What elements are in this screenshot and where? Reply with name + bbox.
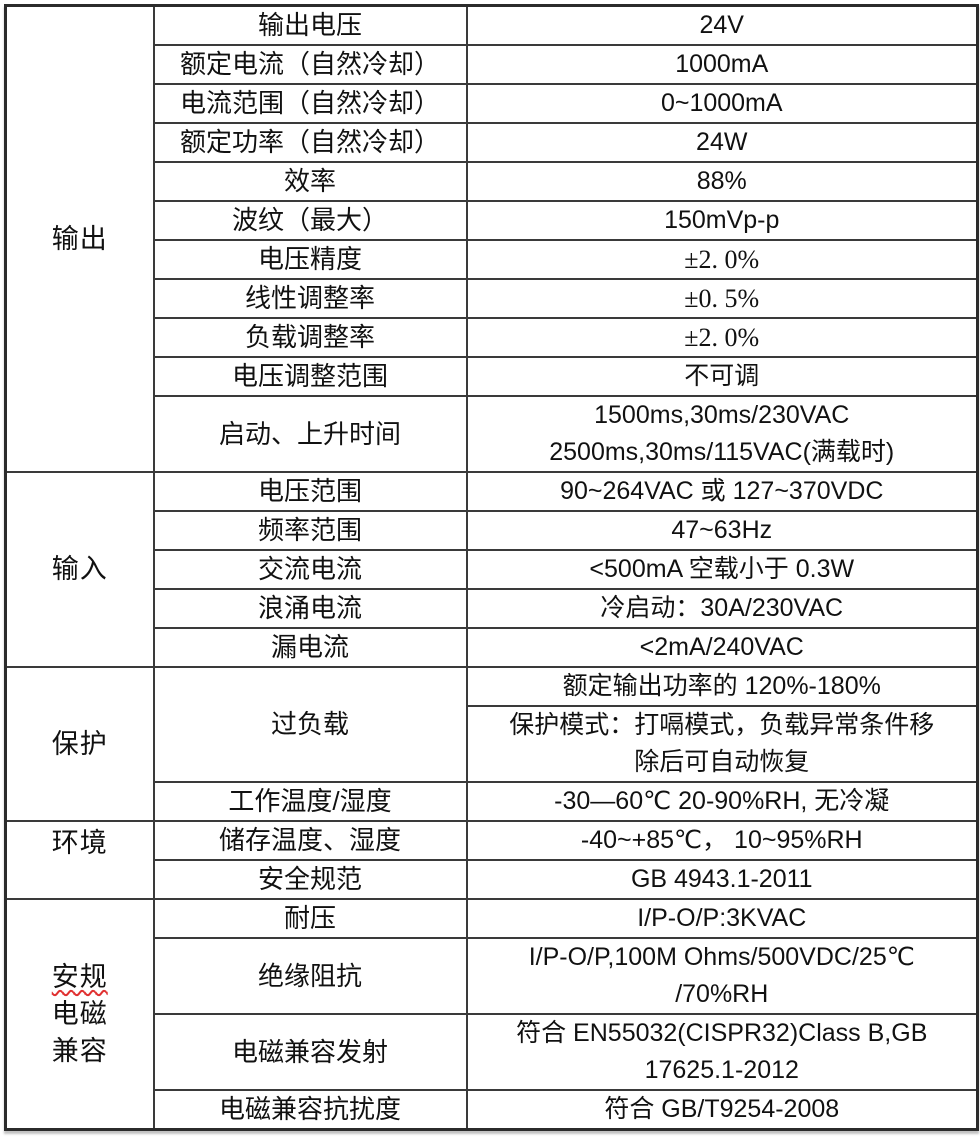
- param-cell: 工作温度/湿度: [152, 781, 468, 822]
- value-cell: <500mA 空载小于 0.3W: [465, 549, 979, 590]
- table-row: 工作温度/湿度 -30—60℃ 20-90%RH, 无冷凝: [6, 781, 979, 822]
- param-cell: 电压精度: [152, 239, 468, 280]
- table-row: 负载调整率 ±2. 0%: [6, 317, 979, 358]
- value-cell: 1500ms,30ms/230VAC 2500ms,30ms/115VAC(满载…: [465, 395, 979, 473]
- param-cell: 浪涌电流: [152, 588, 468, 629]
- table-row: 安全规范 GB 4943.1-2011: [6, 859, 979, 900]
- value-cell: 1000mA: [465, 44, 979, 85]
- param-cell: 输出电压: [152, 4, 468, 46]
- param-cell: 额定功率（自然冷却）: [152, 122, 468, 163]
- param-cell: 额定电流（自然冷却）: [152, 44, 468, 85]
- value-cell: 保护模式：打嗝模式，负载异常条件移 除后可自动恢复: [465, 705, 979, 783]
- group-label-line: 输入: [51, 554, 108, 584]
- table-row: 浪涌电流 冷启动：30A/230VAC: [6, 588, 979, 629]
- param-cell: 启动、上升时间: [152, 395, 468, 473]
- group-label-cell: 输出: [4, 4, 155, 473]
- param-cell: 电流范围（自然冷却）: [152, 83, 468, 124]
- group-label-line: 安规: [51, 961, 108, 992]
- table-row: 交流电流 <500mA 空载小于 0.3W: [6, 549, 979, 590]
- table-row: 输出 输出电压 24V: [4, 4, 979, 473]
- param-cell: 电压调整范围: [152, 356, 468, 397]
- table-row: 保护模式：打嗝模式，负载异常条件移 除后可自动恢复: [6, 705, 979, 783]
- table-row: 环境 储存温度、湿度 -40~+85℃， 10~95%RH: [4, 820, 979, 900]
- value-cell: 47~63Hz: [465, 510, 979, 551]
- value-cell: 0~1000mA: [465, 83, 979, 124]
- table-row: 漏电流 <2mA/240VAC: [6, 627, 979, 668]
- table-row: 绝缘阻抗 I/P-O/P,100M Ohms/500VDC/25℃ /70%RH: [6, 937, 979, 1015]
- table-row: 额定电流（自然冷却） 1000mA: [6, 44, 979, 85]
- spec-table: 输出 输出电压 24V 额定电流（自然冷却） 1000mA 电流范围（自然冷却） 0~100…: [4, 4, 979, 1131]
- value-cell: I/P-O/P:3KVAC: [465, 898, 979, 939]
- value-cell: ±2. 0%: [465, 239, 979, 280]
- table-row: 额定功率（自然冷却） 24W: [6, 122, 979, 163]
- value-cell: <2mA/240VAC: [465, 627, 979, 668]
- param-cell: 电磁兼容发射: [152, 1013, 468, 1091]
- group-label-cell: 保护: [4, 666, 155, 822]
- table-row: 启动、上升时间 1500ms,30ms/230VAC 2500ms,30ms/11…: [6, 395, 979, 473]
- param-cell: 负载调整率: [152, 317, 468, 358]
- value-cell: 不可调: [465, 356, 979, 397]
- value-cell: ±0. 5%: [465, 278, 979, 319]
- value-cell: 额定输出功率的 120%-180%: [465, 666, 979, 707]
- param-cell: 安全规范: [152, 859, 468, 900]
- table-row: 线性调整率 ±0. 5%: [6, 278, 979, 319]
- group-label-cell: 安规 电磁 兼容: [4, 898, 155, 1131]
- param-cell: 储存温度、湿度: [152, 820, 468, 861]
- spec-table-body: 输出 输出电压 24V 额定电流（自然冷却） 1000mA 电流范围（自然冷却） 0~100…: [4, 4, 979, 1131]
- table-row: 电磁兼容抗扰度 符合 GB/T9254-2008: [6, 1089, 979, 1131]
- table-row: 频率范围 47~63Hz: [6, 510, 979, 551]
- value-cell: 符合 GB/T9254-2008: [465, 1089, 979, 1131]
- table-row: 电流范围（自然冷却） 0~1000mA: [6, 83, 979, 124]
- group-label-line: 保护: [51, 728, 108, 759]
- param-cell: 耐压: [152, 898, 468, 939]
- value-cell: 冷启动：30A/230VAC: [465, 588, 979, 629]
- param-cell: 线性调整率: [152, 278, 468, 319]
- value-cell: -30—60℃ 20-90%RH, 无冷凝: [465, 781, 979, 822]
- table-row: 保护 过负载 额定输出功率的 120%-180%: [4, 666, 979, 822]
- param-cell: 频率范围: [152, 510, 468, 551]
- value-cell: 90~264VAC 或 127~370VDC: [465, 471, 979, 512]
- value-cell: I/P-O/P,100M Ohms/500VDC/25℃ /70%RH: [465, 937, 979, 1015]
- table-row: 电压精度 ±2. 0%: [6, 239, 979, 280]
- value-cell: 24V: [465, 4, 979, 46]
- group-label-line: 兼容: [51, 1035, 108, 1066]
- param-cell: 过负载: [152, 666, 468, 783]
- table-row: 电压调整范围 不可调: [6, 356, 979, 397]
- value-cell: 符合 EN55032(CISPR32)Class B,GB 17625.1-20…: [465, 1013, 979, 1091]
- value-cell: ±2. 0%: [465, 317, 979, 358]
- param-cell: 绝缘阻抗: [152, 937, 468, 1015]
- value-cell: -40~+85℃， 10~95%RH: [465, 820, 979, 861]
- param-cell: 效率: [152, 161, 468, 202]
- group-label-cell: 环境: [4, 820, 155, 900]
- group-label-line: 输出: [51, 223, 108, 254]
- table-row: 安规 电磁 兼容 耐压 I/P-O/P:3KVAC: [4, 898, 979, 1131]
- param-cell: 交流电流: [152, 549, 468, 590]
- param-cell: 漏电流: [152, 627, 468, 668]
- value-cell: 150mVp-p: [465, 200, 979, 241]
- group-label-line: 环境: [51, 828, 108, 858]
- table-row: 波纹（最大） 150mVp-p: [6, 200, 979, 241]
- table-row: 效率 88%: [6, 161, 979, 202]
- group-label-line: 电磁: [51, 998, 108, 1029]
- table-row: 输入 电压范围 90~264VAC 或 127~370VDC: [4, 471, 979, 668]
- value-cell: 88%: [465, 161, 979, 202]
- group-label-cell: 输入: [4, 471, 155, 668]
- param-cell: 电压范围: [152, 471, 468, 512]
- value-cell: GB 4943.1-2011: [465, 859, 979, 900]
- param-cell: 波纹（最大）: [152, 200, 468, 241]
- table-row: 电磁兼容发射 符合 EN55032(CISPR32)Class B,GB 1762…: [6, 1013, 979, 1091]
- value-cell: 24W: [465, 122, 979, 163]
- param-cell: 电磁兼容抗扰度: [152, 1089, 468, 1131]
